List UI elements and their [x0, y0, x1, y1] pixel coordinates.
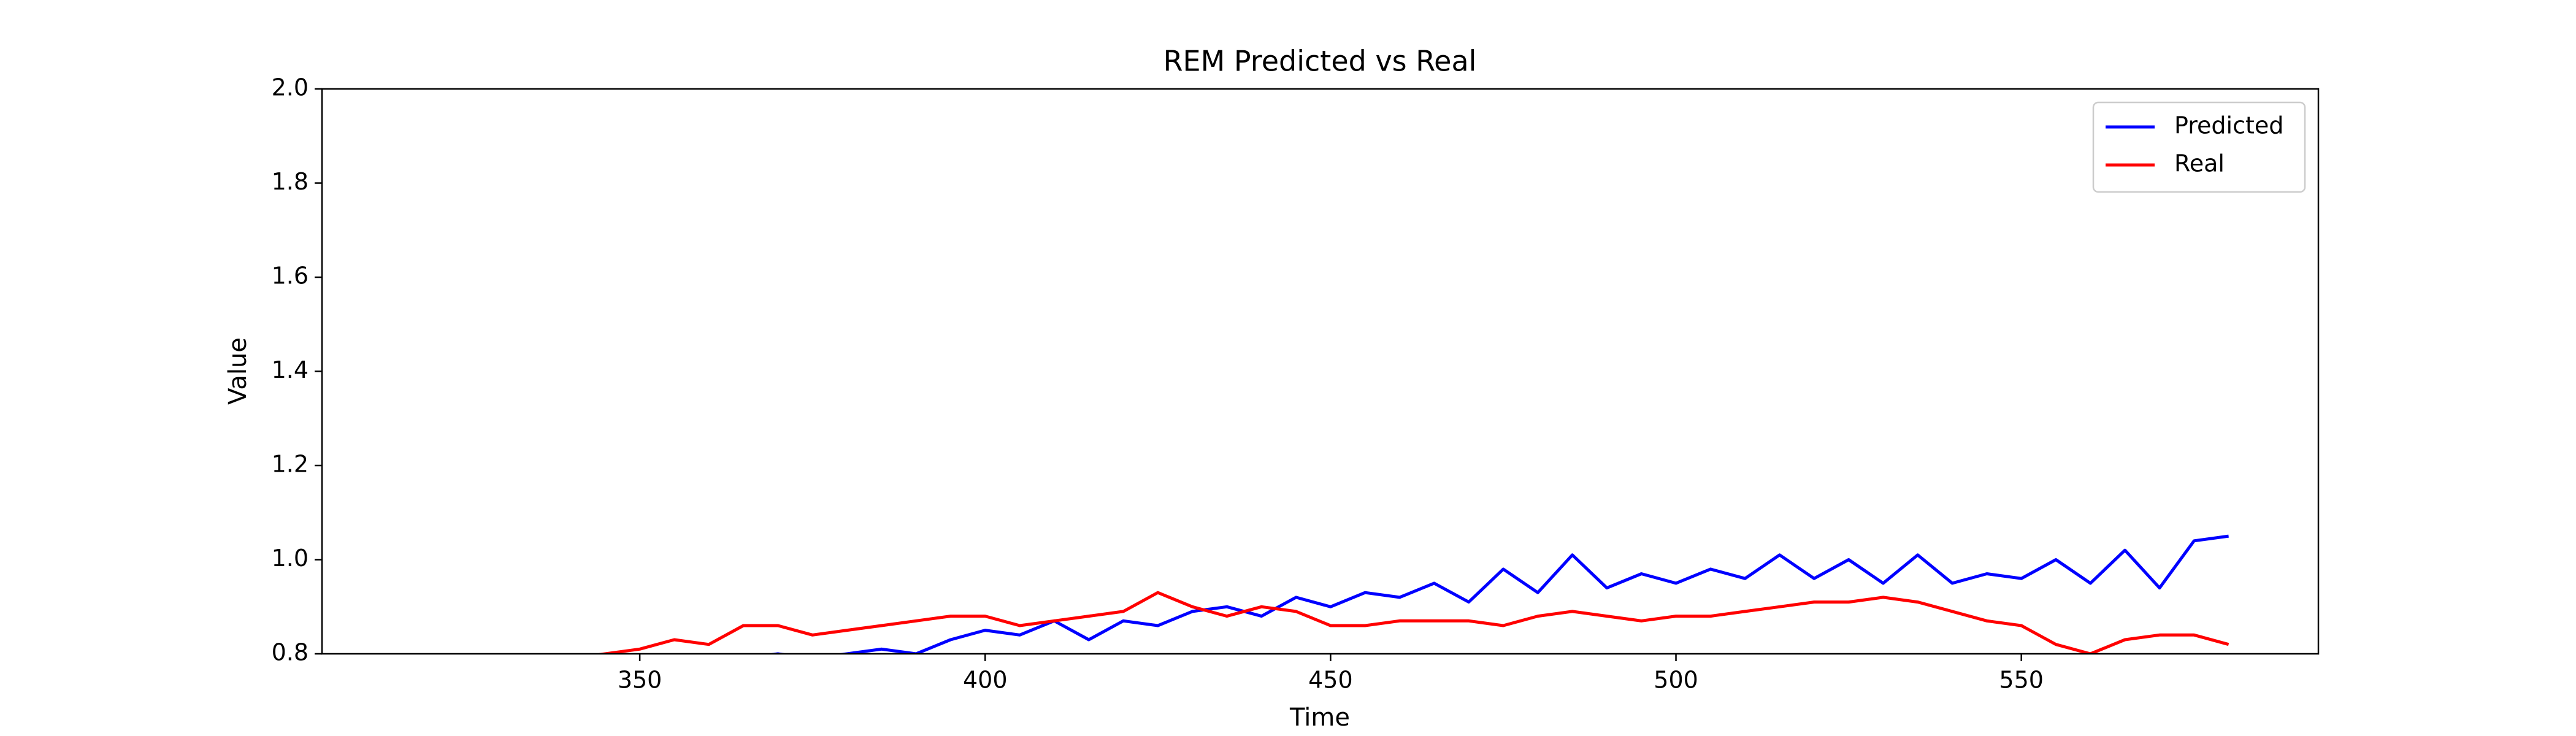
x-tick-label: 550: [1999, 667, 2044, 694]
y-tick-label: 0.8: [272, 639, 309, 666]
y-tick-label: 1.0: [272, 545, 309, 572]
y-tick-label: 1.8: [272, 168, 309, 195]
legend-label: Real: [2174, 150, 2225, 177]
data-line: [766, 534, 2229, 654]
chart-title: REM Predicted vs Real: [1163, 45, 1477, 78]
y-tick-label: 1.4: [272, 356, 309, 383]
plot-frame: [321, 88, 2320, 655]
y-tick-label: 1.6: [272, 263, 309, 289]
x-tick-label: 400: [963, 667, 1008, 694]
y-axis-label: Value: [224, 337, 252, 405]
x-tick-label: 350: [618, 667, 662, 694]
y-tick-label: 2.0: [272, 74, 309, 101]
x-tick-label: 450: [1308, 667, 1353, 694]
data-line: [594, 591, 2229, 654]
legend-label: Predicted: [2174, 112, 2283, 139]
x-axis-label: Time: [1289, 703, 1350, 732]
legend-box: [2092, 101, 2306, 193]
x-tick-label: 500: [1654, 667, 1698, 694]
y-tick-label: 1.2: [272, 451, 309, 478]
